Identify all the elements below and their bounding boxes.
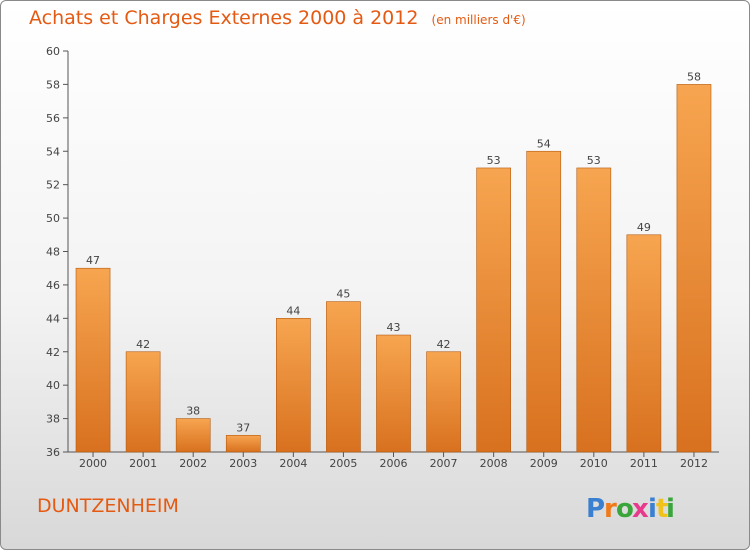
bar	[75, 267, 111, 453]
y-tick-label: 44	[46, 312, 60, 325]
bar-value-label: 44	[286, 304, 300, 317]
y-tick-label: 48	[46, 246, 60, 259]
bar	[125, 351, 161, 453]
x-tick-label: 2012	[680, 457, 708, 470]
y-tick-label: 60	[46, 45, 60, 58]
bar	[225, 434, 261, 453]
y-tick-label: 54	[46, 145, 60, 158]
y-tick-label: 36	[46, 446, 60, 459]
y-tick-label: 56	[46, 112, 60, 125]
x-tick-label: 2008	[480, 457, 508, 470]
logo-letter: r	[604, 494, 617, 524]
x-tick-label: 2005	[329, 457, 357, 470]
bar	[426, 351, 461, 453]
bar	[175, 418, 211, 453]
x-tick-label: 2009	[530, 457, 558, 470]
logo-letter: t	[656, 494, 668, 524]
bar	[526, 150, 562, 453]
y-tick-label: 50	[46, 212, 60, 225]
bar-value-labels: 47 42 38 37 44 45 43 42 53 54 53 49 58	[86, 70, 701, 434]
chart-title-block: Achats et Charges Externes 2000 à 2012 (…	[29, 7, 526, 29]
y-tick-label: 46	[46, 279, 60, 292]
bar-value-label: 58	[687, 70, 701, 83]
logo-letter: x	[632, 494, 649, 524]
proxiti-logo-mark: Pr ox i ti	[586, 494, 675, 524]
bar	[326, 301, 361, 453]
y-axis: 36 38 40 42 44 46 48 50 52 54 56 58 60	[46, 45, 69, 459]
bar-value-label: 54	[537, 137, 551, 150]
y-tick-label: 42	[46, 346, 60, 359]
bar	[276, 318, 311, 453]
y-tick-label: 58	[46, 78, 60, 91]
logo-letter: i	[648, 494, 657, 524]
bar	[676, 84, 712, 453]
bar-value-label: 38	[186, 405, 200, 418]
x-tick-label: 2004	[279, 457, 307, 470]
x-tick-label: 2010	[580, 457, 608, 470]
bar-value-label: 45	[336, 288, 350, 301]
bar-value-label: 47	[86, 254, 100, 267]
bar-series	[75, 84, 712, 453]
logo-letter: i	[666, 494, 675, 524]
bar	[626, 234, 662, 453]
bar-value-label: 53	[587, 154, 601, 167]
logo-letter: o	[616, 494, 634, 524]
location-label: DUNTZENHEIM	[37, 495, 179, 517]
bar-value-label: 43	[387, 321, 401, 334]
bar-value-label: 37	[236, 421, 250, 434]
x-tick-label: 2001	[129, 457, 157, 470]
y-tick-label: 52	[46, 179, 60, 192]
x-tick-label: 2007	[430, 457, 458, 470]
x-tick-label: 2011	[630, 457, 658, 470]
y-tick-label: 38	[46, 413, 60, 426]
x-axis: 2000 2001 2002 2003 2004 2005 2006 2007 2008 2009…	[68, 451, 719, 470]
bar-value-label: 42	[437, 338, 451, 351]
logo-letter: P	[586, 494, 605, 524]
x-tick-label: 2002	[179, 457, 207, 470]
y-tick-label: 40	[46, 379, 60, 392]
bar	[376, 334, 411, 453]
x-tick-label: 2006	[380, 457, 408, 470]
bar-value-label: 49	[637, 221, 651, 234]
bar-value-label: 42	[136, 338, 150, 351]
bar-value-label: 53	[487, 154, 501, 167]
bar	[476, 167, 511, 453]
x-tick-label: 2003	[229, 457, 257, 470]
x-tick-label: 2000	[79, 457, 107, 470]
chart-title: Achats et Charges Externes 2000 à 2012	[29, 7, 419, 29]
chart-subtitle: (en milliers d'€)	[431, 13, 526, 27]
bar	[576, 167, 612, 453]
